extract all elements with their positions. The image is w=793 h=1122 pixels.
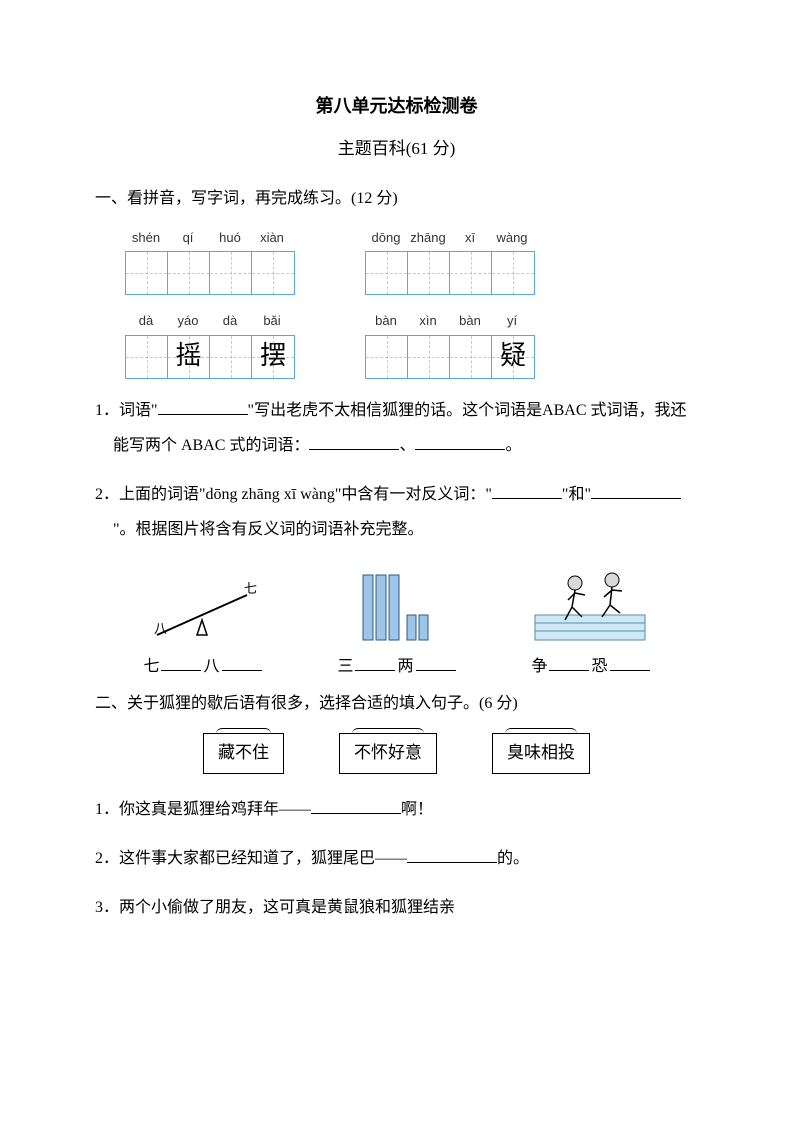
- char-cell: 摆: [252, 336, 294, 378]
- text: 啊！: [401, 801, 433, 818]
- pinyin-block-4: bàn xìn bàn yí 疑: [365, 309, 535, 378]
- blank[interactable]: [610, 653, 650, 671]
- svg-text:七: 七: [244, 581, 257, 596]
- section2-heading: 二、关于狐狸的歇后语有很多，选择合适的填入句子。(6 分): [95, 690, 698, 719]
- figure-runners: 争恐: [530, 565, 650, 682]
- question-2-1: 1．你这真是狐狸给鸡拜年—— 啊！: [95, 792, 698, 827]
- text: 的。: [497, 850, 529, 867]
- option-box: 藏不住: [203, 733, 284, 774]
- option-box: 不怀好意: [339, 733, 437, 774]
- blank[interactable]: [415, 432, 505, 450]
- pinyin: yí: [491, 309, 533, 332]
- text: 1．你这真是狐狸给鸡拜年——: [95, 801, 311, 818]
- pinyin: shén: [125, 226, 167, 249]
- page-subtitle: 主题百科(61 分): [95, 134, 698, 165]
- question-1-2: 2．上面的词语"dōng zhāng xī wàng"中含有一对反义词：" "和"…: [95, 477, 698, 547]
- char-cell[interactable]: [210, 336, 252, 378]
- text: 七: [143, 653, 159, 682]
- blank[interactable]: [355, 653, 395, 671]
- text: 两: [397, 653, 413, 682]
- pinyin-block-2: dōng zhāng xī wàng: [365, 226, 535, 295]
- pinyin: bàn: [449, 309, 491, 332]
- blank[interactable]: [549, 653, 589, 671]
- question-2-2: 2．这件事大家都已经知道了，狐狸尾巴—— 的。: [95, 841, 698, 876]
- option-boxes: 藏不住 不怀好意 臭味相投: [95, 733, 698, 774]
- text: 三: [337, 653, 353, 682]
- text: 恐: [591, 653, 607, 682]
- pinyin-row-2: dà yáo dà bǎi 摇 摆 bàn xìn bàn yí 疑: [125, 309, 698, 378]
- pinyin: dōng: [365, 226, 407, 249]
- pinyin: xiàn: [251, 226, 293, 249]
- char-cell: 摇: [168, 336, 210, 378]
- question-1-1: 1．词语""写出老虎不太相信狐狸的话。这个词语是ABAC 式词语，我还能写两个 …: [95, 393, 698, 463]
- pinyin: xìn: [407, 309, 449, 332]
- figure-seesaw: 八 七 七八: [142, 565, 262, 682]
- char-cell[interactable]: [168, 252, 210, 294]
- blank[interactable]: [309, 432, 399, 450]
- pinyin: xī: [449, 226, 491, 249]
- pinyin-row-1: shén qí huó xiàn dōng zhāng xī wàng: [125, 226, 698, 295]
- runners-icon: [530, 565, 650, 645]
- blank[interactable]: [407, 845, 497, 863]
- pinyin: zhāng: [407, 226, 449, 249]
- char-cell[interactable]: [408, 336, 450, 378]
- char-cell[interactable]: [366, 336, 408, 378]
- pinyin: huó: [209, 226, 251, 249]
- figures-row: 八 七 七八 三两 争恐: [105, 565, 688, 682]
- char-cell: 疑: [492, 336, 534, 378]
- blank[interactable]: [416, 653, 456, 671]
- char-cell[interactable]: [492, 252, 534, 294]
- pinyin: dà: [125, 309, 167, 332]
- svg-text:八: 八: [154, 621, 167, 636]
- pinyin-block-1: shén qí huó xiàn: [125, 226, 295, 295]
- seesaw-icon: 八 七: [142, 565, 262, 645]
- blank[interactable]: [311, 796, 401, 814]
- char-cell[interactable]: [126, 336, 168, 378]
- text: "。根据图片将含有反义词的词语补充完整。: [113, 521, 424, 538]
- blank[interactable]: [492, 481, 562, 499]
- blank[interactable]: [591, 481, 681, 499]
- text: 3．两个小偷做了朋友，这可真是黄鼠狼和狐狸结亲: [95, 899, 455, 916]
- char-cell[interactable]: [408, 252, 450, 294]
- pinyin: dà: [209, 309, 251, 332]
- char-cell[interactable]: [450, 336, 492, 378]
- pinyin: bàn: [365, 309, 407, 332]
- text: 、: [399, 437, 415, 454]
- figure-bars: 三两: [337, 565, 455, 682]
- blank[interactable]: [158, 397, 248, 415]
- char-cell[interactable]: [366, 252, 408, 294]
- char-cell[interactable]: [126, 252, 168, 294]
- pinyin: wàng: [491, 226, 533, 249]
- blank[interactable]: [161, 653, 201, 671]
- char-cell[interactable]: [252, 252, 294, 294]
- pinyin: bǎi: [251, 309, 293, 332]
- page-title: 第八单元达标检测卷: [95, 90, 698, 122]
- text: "和": [562, 486, 591, 503]
- option-box: 臭味相投: [492, 733, 590, 774]
- bars-icon: [351, 565, 441, 645]
- blank[interactable]: [222, 653, 262, 671]
- char-cell[interactable]: [210, 252, 252, 294]
- text: 2．上面的词语"dōng zhāng xī wàng"中含有一对反义词：": [95, 486, 492, 503]
- pinyin-block-3: dà yáo dà bǎi 摇 摆: [125, 309, 295, 378]
- text: 争: [531, 653, 547, 682]
- char-cell[interactable]: [450, 252, 492, 294]
- section1-heading: 一、看拼音，写字词，再完成练习。(12 分): [95, 185, 698, 214]
- text: 。: [505, 437, 521, 454]
- text: 1．词语": [95, 402, 158, 419]
- text: 八: [203, 653, 219, 682]
- text: 2．这件事大家都已经知道了，狐狸尾巴——: [95, 850, 407, 867]
- question-2-3: 3．两个小偷做了朋友，这可真是黄鼠狼和狐狸结亲: [95, 890, 698, 925]
- pinyin: yáo: [167, 309, 209, 332]
- pinyin: qí: [167, 226, 209, 249]
